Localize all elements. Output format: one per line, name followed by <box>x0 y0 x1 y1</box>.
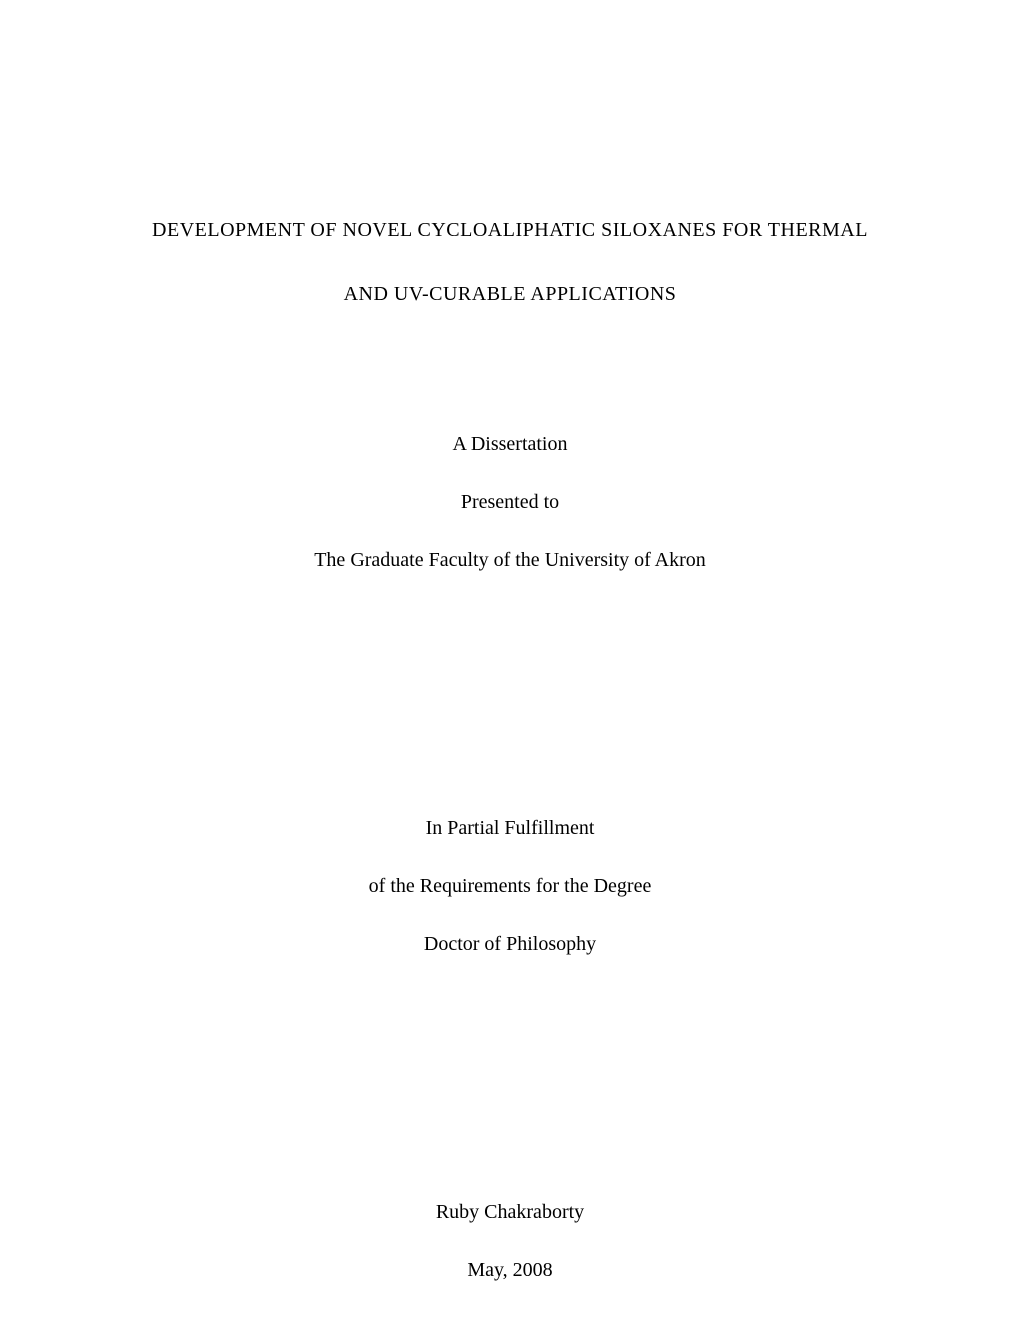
fulfillment-line-1: In Partial Fulfillment <box>140 813 880 843</box>
dissertation-title-page: DEVELOPMENT OF NOVEL CYCLOALIPHATIC SILO… <box>0 0 1020 1285</box>
degree-label: Doctor of Philosophy <box>140 929 880 959</box>
date-label: May, 2008 <box>140 1255 880 1285</box>
author-name: Ruby Chakraborty <box>140 1197 880 1227</box>
title-line-2: AND UV-CURABLE APPLICATIONS <box>140 279 880 309</box>
fulfillment-line-2: of the Requirements for the Degree <box>140 871 880 901</box>
title-line-1: DEVELOPMENT OF NOVEL CYCLOALIPHATIC SILO… <box>140 215 880 245</box>
presented-to-label: Presented to <box>140 487 880 517</box>
faculty-label: The Graduate Faculty of the University o… <box>140 545 880 575</box>
dissertation-label: A Dissertation <box>140 429 880 459</box>
